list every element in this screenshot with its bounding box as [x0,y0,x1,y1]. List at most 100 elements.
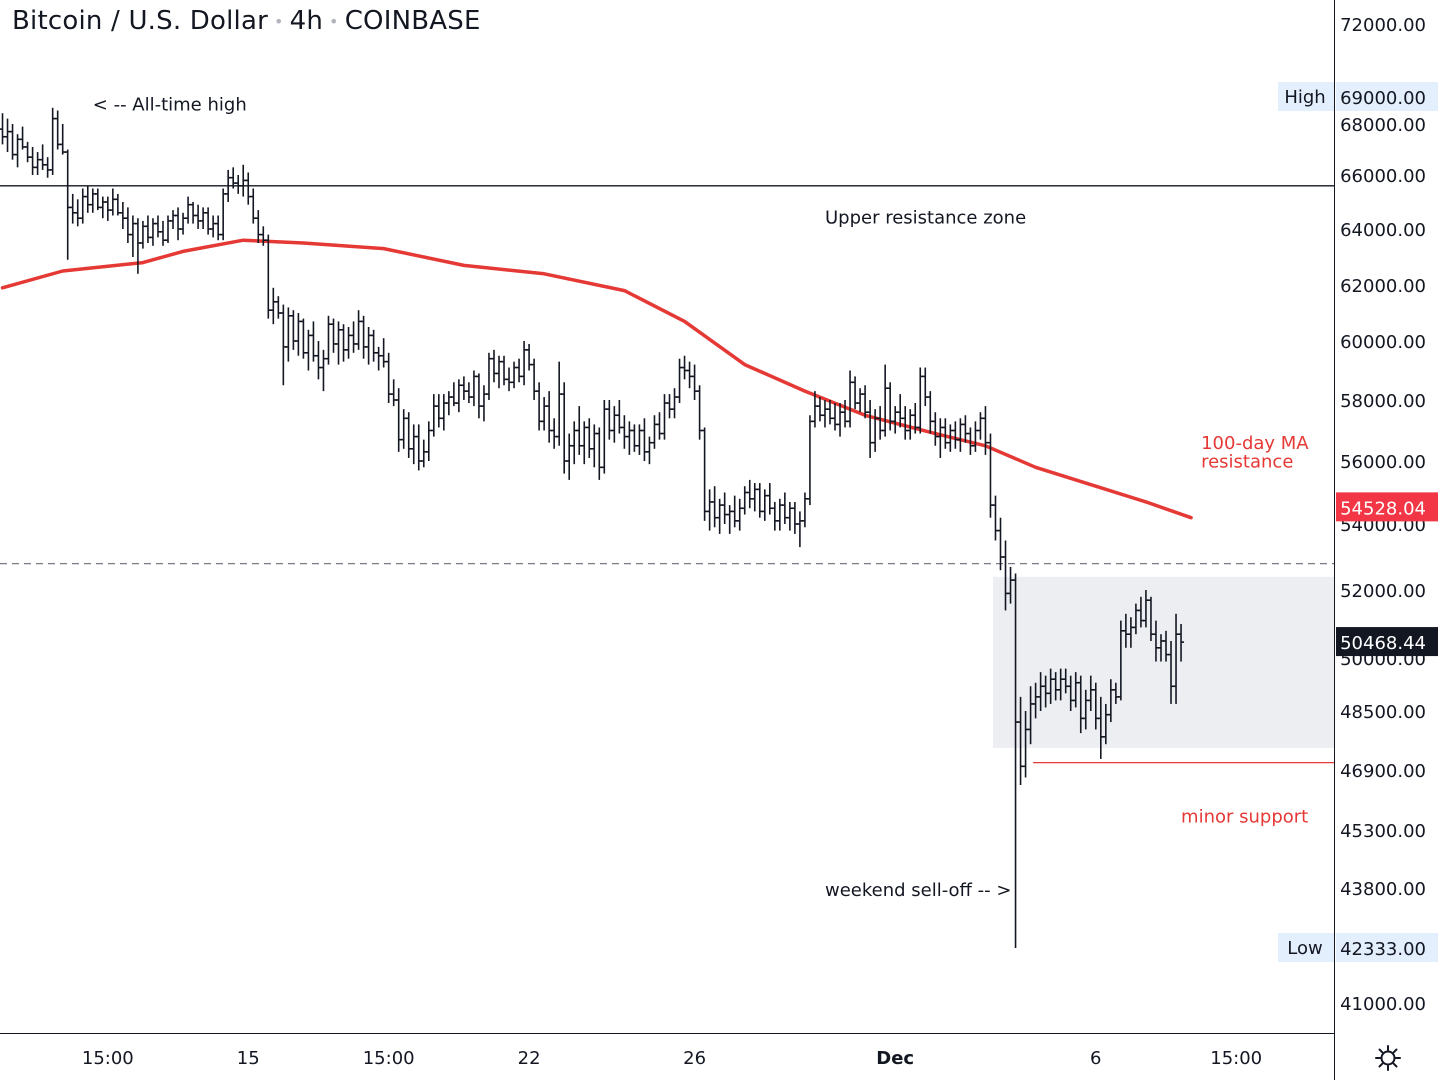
ohlc-bar [556,361,563,446]
ohlc-bar [626,421,633,455]
ohlc-bar [159,220,166,246]
ohlc-bar [109,188,116,216]
ohlc-bar [786,501,793,531]
ohlc-bar [806,415,813,506]
ohlc-bar [521,341,528,386]
ohlc-bar [636,424,643,455]
ohlc-bar [992,495,999,541]
ohlc-bar [746,479,753,509]
ohlc-bar [721,492,728,524]
ohlc-bar [586,418,593,458]
ohlc-bar [59,124,66,155]
ohlc-bar [39,144,46,170]
symbol-name: Bitcoin / U.S. Dollar [12,6,268,36]
ohlc-bar [776,498,783,531]
ohlc-bar [511,361,518,389]
ohlc-bar [64,149,71,260]
ohlc-bar [99,196,106,219]
ohlc-bar [791,501,798,534]
y-tick-label: 43800.00 [1340,879,1426,900]
ohlc-bar [726,505,733,534]
ohlc-bar [646,436,653,465]
time-axis[interactable]: 15:00 15 15:00 22 26 Dec 6 15:00 [82,1048,1262,1069]
ohlc-bar [129,215,136,257]
ohlc-bar [731,495,738,528]
ohlc-bar [937,418,944,458]
interval-label[interactable]: 4h [289,6,324,36]
ohlc-bar [175,207,182,241]
ohlc-bar [852,376,859,410]
ohlc-bar [877,406,884,440]
ohlc-bar [506,367,513,392]
ohlc-bar [245,172,252,205]
ohlc-bar [546,391,553,443]
ohlc-bar [867,400,874,458]
ohlc-bar [621,415,628,449]
ohlc-bar [430,394,437,437]
ohlc-bar [751,483,758,512]
ohlc-bar [210,215,217,238]
ohlc-bar [410,424,417,465]
ohlc-bar [771,501,778,531]
price-badge-label: High [1284,87,1325,108]
ohlc-bar [144,215,151,243]
price-badge-value: 54528.04 [1340,498,1426,519]
ohlc-bar [265,234,272,319]
ma-label-line1: 100-day MA [1201,433,1309,454]
ohlc-bar [270,287,277,325]
ohlc-bar [977,412,984,440]
ohlc-bar [566,433,573,480]
ohlc-bar [165,215,172,243]
ma-line[interactable] [0,238,1193,520]
ohlc-bar [200,207,207,229]
ohlc-bar [170,210,177,229]
chart-title: Bitcoin / U.S. Dollar • 4h • COINBASE [12,6,481,36]
ohlc-bar [355,310,362,350]
y-tick-label: 46900.00 [1340,761,1426,782]
price-badge-value: 50468.44 [1340,633,1426,654]
price-badge: 50468.44 [1336,627,1438,657]
ohlc-bar [536,382,543,431]
ohlc-bar [425,421,432,461]
ohlc-bar [656,412,663,440]
ohlc-bar [460,376,467,400]
ohlc-bar [801,492,808,528]
ohlc-bar [215,215,222,241]
x-tick-label: 26 [683,1048,706,1069]
ohlc-bar [255,210,262,243]
ohlc-bar [706,489,713,531]
ohlc-bar [651,415,658,449]
ohlc-bar [816,397,823,422]
ohlc-bar [380,338,387,368]
ohlc-bar [139,220,146,249]
y-tick-label: 45300.00 [1340,821,1426,842]
ohlc-bar [325,315,332,365]
ohlc-bar [666,394,673,419]
y-tick-label: 52000.00 [1340,581,1426,602]
price-badge: Low 42333.00 [1278,933,1438,962]
ohlc-bar [0,113,6,145]
ohlc-bar [205,207,212,235]
ohlc-bar [360,315,367,359]
ohlc-bar [962,415,969,443]
ohlc-bar [972,421,979,452]
exchange-label: COINBASE [344,6,481,36]
consolidation-zone [992,576,1334,748]
ohlc-bar [435,394,442,428]
ohlc-bar [4,118,11,153]
ohlc-bar [345,327,352,359]
ohlc-bar [756,483,763,518]
y-tick-label: 66000.00 [1340,166,1426,187]
ohlc-bar [280,304,287,386]
ohlc-bar [611,406,618,443]
ohlc-bar [872,409,879,452]
ohlc-bar [400,409,407,449]
ohlc-bar [716,498,723,534]
ohlc-bar [761,489,768,521]
gear-icon[interactable] [1373,1043,1403,1073]
ohlc-bar [34,152,41,175]
y-tick-label: 60000.00 [1340,332,1426,353]
ohlc-bar [957,418,964,452]
ohlc-bar [495,355,502,389]
